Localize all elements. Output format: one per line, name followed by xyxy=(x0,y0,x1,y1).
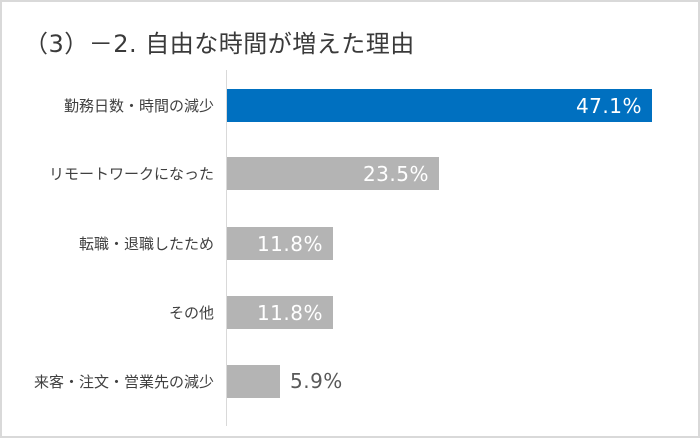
category-label: 来客・注文・営業先の減少 xyxy=(33,373,214,391)
bar xyxy=(227,365,280,398)
bar: 23.5% xyxy=(227,157,439,190)
category-label: 転職・退職したため xyxy=(78,235,214,253)
bar-row: 転職・退職したため 11.8% xyxy=(2,227,700,261)
category-label: 勤務日数・時間の減少 xyxy=(63,97,214,115)
bar-row: 勤務日数・時間の減少 47.1% xyxy=(2,89,700,123)
bar-row: リモートワークになった 23.5% xyxy=(2,157,700,191)
value-label: 47.1% xyxy=(575,93,642,118)
category-axis-line xyxy=(226,70,227,426)
bar: 11.8% xyxy=(227,296,333,329)
value-label: 11.8% xyxy=(256,231,323,256)
bar-row: 来客・注文・営業先の減少 5.9% xyxy=(2,365,700,399)
value-label: 11.8% xyxy=(256,300,323,325)
value-label: 23.5% xyxy=(362,161,429,186)
bar: 11.8% xyxy=(227,227,333,260)
category-label: その他 xyxy=(168,304,214,322)
chart-title: （3）－2. 自由な時間が増えた理由 xyxy=(24,30,415,58)
bar: 47.1% xyxy=(227,89,652,122)
value-label: 5.9% xyxy=(290,369,343,393)
category-label: リモートワークになった xyxy=(48,165,214,183)
bar-row: その他 11.8% xyxy=(2,296,700,330)
